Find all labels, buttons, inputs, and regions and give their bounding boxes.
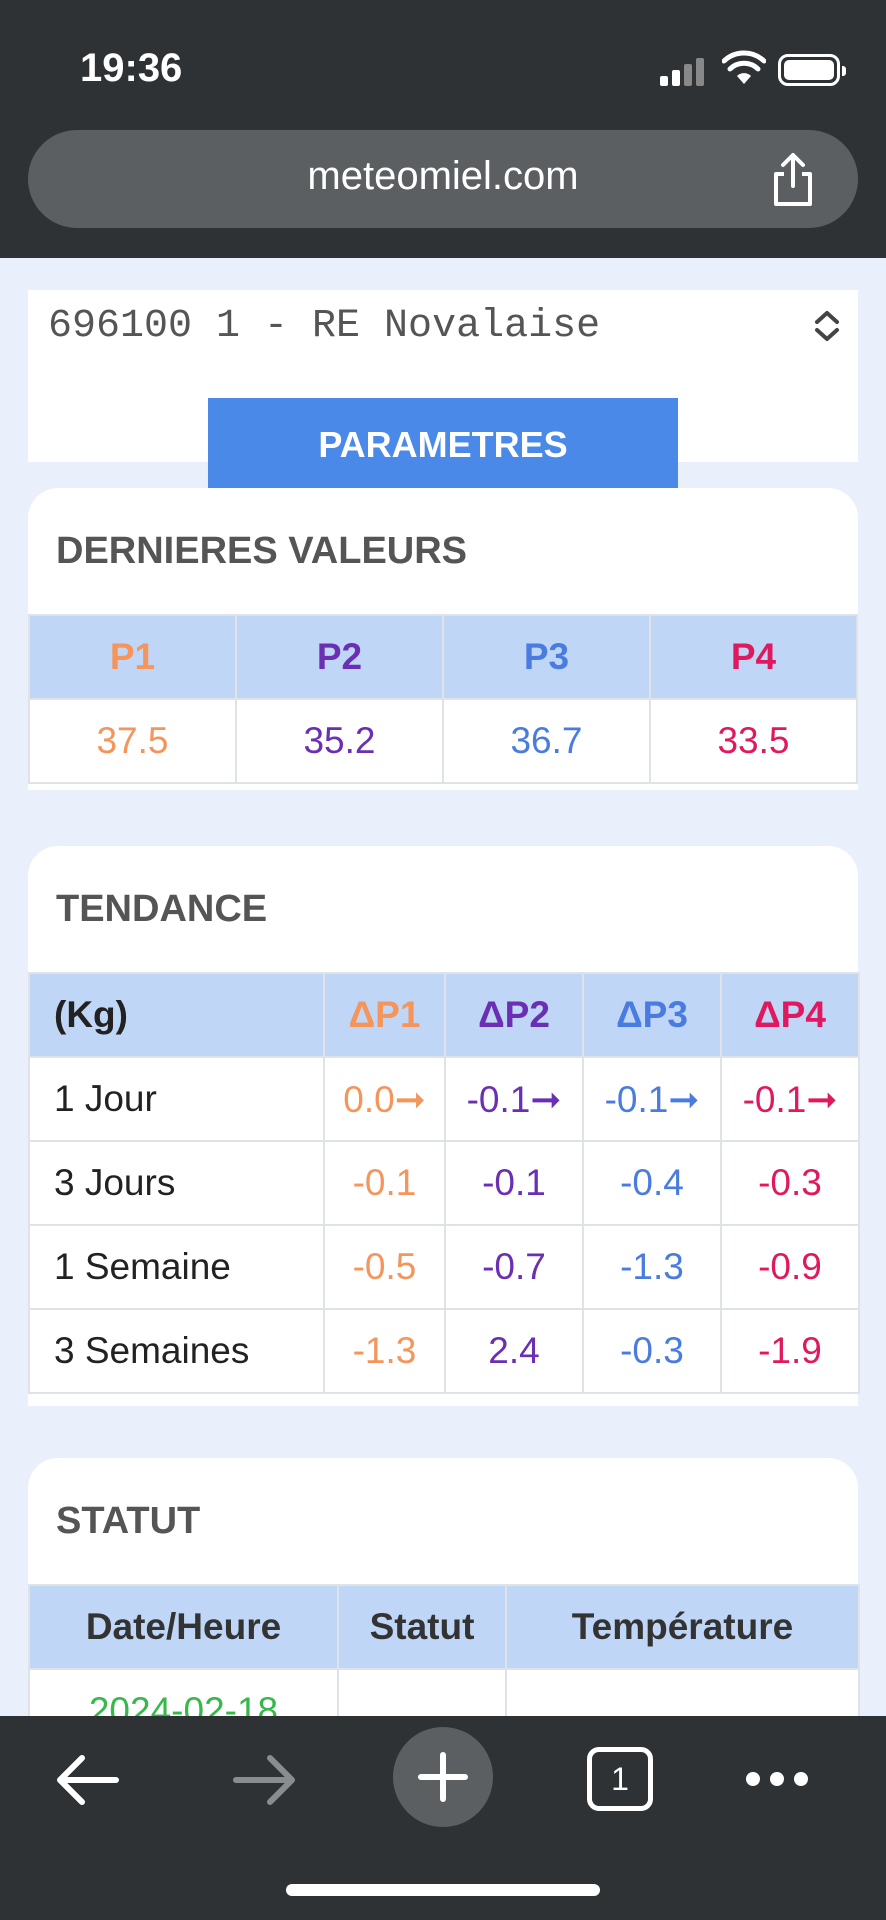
header-delta-p2: ΔP2 xyxy=(444,972,584,1058)
arrow-right-icon[interactable] xyxy=(230,1752,300,1808)
browser-top-bar: 19:36 meteomiel.com xyxy=(0,0,886,258)
battery-icon xyxy=(778,54,846,86)
status-time: 19:36 xyxy=(80,46,183,90)
delta-p2: 2.4 xyxy=(444,1308,584,1394)
new-tab-button[interactable] xyxy=(393,1727,493,1827)
header-p1: P1 xyxy=(28,614,237,700)
header-statut: Statut xyxy=(337,1584,507,1670)
delta-p3: -0.3 xyxy=(582,1308,722,1394)
row-date: 2024-02-18 xyxy=(28,1668,339,1716)
row-label: 3 Semaines xyxy=(28,1308,325,1394)
header-p2: P2 xyxy=(235,614,444,700)
wifi-icon xyxy=(722,50,766,84)
delta-p1: 0.0➞ xyxy=(323,1056,446,1142)
tabs-button[interactable]: 1 xyxy=(587,1747,653,1811)
table-row: 1 Jour 0.0➞ -0.1➞ -0.1➞ -0.1➞ xyxy=(28,1056,860,1142)
statut-title: STATUT xyxy=(56,1500,201,1542)
row-label: 3 Jours xyxy=(28,1140,325,1226)
row-label: 1 Jour xyxy=(28,1056,325,1142)
delta-p3: -1.3 xyxy=(582,1224,722,1310)
ellipsis-icon[interactable] xyxy=(744,1768,810,1790)
apiary-select-card: 696100 1 - RE Novalaise PARAMETRES xyxy=(28,290,858,492)
browser-bottom-toolbar: 1 xyxy=(0,1716,886,1920)
tendance-card: TENDANCE (Kg) ΔP1 ΔP2 ΔP3 ΔP4 1 Jour 0.0… xyxy=(28,846,860,1406)
row-temperature xyxy=(505,1668,860,1716)
delta-p4: -1.9 xyxy=(720,1308,860,1394)
row-statut xyxy=(337,1668,507,1716)
unit-header: (Kg) xyxy=(28,972,325,1058)
header-p4: P4 xyxy=(649,614,858,700)
url-text[interactable]: meteomiel.com xyxy=(307,154,579,198)
tendance-title: TENDANCE xyxy=(56,888,268,930)
web-page: 696100 1 - RE Novalaise PARAMETRES DERNI… xyxy=(0,258,886,1716)
dernieres-valeurs-card: DERNIERES VALEURS P1 P2 P3 P4 37.5 35.2 … xyxy=(28,488,858,790)
delta-p1: -0.1 xyxy=(323,1140,446,1226)
statut-table: Date/Heure Statut Température 2024-02-18 xyxy=(28,1584,860,1716)
header-date-heure: Date/Heure xyxy=(28,1584,339,1670)
header-p3: P3 xyxy=(442,614,651,700)
value-p4: 33.5 xyxy=(649,698,858,784)
delta-p2: -0.1➞ xyxy=(444,1056,584,1142)
header-temperature: Température xyxy=(505,1584,860,1670)
delta-p4: -0.1➞ xyxy=(720,1056,860,1142)
share-icon[interactable] xyxy=(768,152,818,208)
table-row: 3 Semaines -1.3 2.4 -0.3 -1.9 xyxy=(28,1308,860,1394)
delta-p3: -0.1➞ xyxy=(582,1056,722,1142)
plus-icon xyxy=(418,1752,468,1802)
address-bar[interactable]: meteomiel.com xyxy=(28,130,858,228)
value-p2: 35.2 xyxy=(235,698,444,784)
home-indicator xyxy=(286,1884,600,1896)
dernieres-valeurs-title: DERNIERES VALEURS xyxy=(56,530,468,572)
header-delta-p4: ΔP4 xyxy=(720,972,860,1058)
delta-p2: -0.7 xyxy=(444,1224,584,1310)
delta-p1: -1.3 xyxy=(323,1308,446,1394)
tendance-table: (Kg) ΔP1 ΔP2 ΔP3 ΔP4 1 Jour 0.0➞ -0.1➞ -… xyxy=(28,972,860,1394)
arrow-left-icon[interactable] xyxy=(52,1752,122,1808)
parametres-button[interactable]: PARAMETRES xyxy=(208,398,678,492)
header-delta-p1: ΔP1 xyxy=(323,972,446,1058)
delta-p1: -0.5 xyxy=(323,1224,446,1310)
cellular-signal-icon xyxy=(660,56,706,86)
value-p3: 36.7 xyxy=(442,698,651,784)
table-row: 3 Jours -0.1 -0.1 -0.4 -0.3 xyxy=(28,1140,860,1226)
row-label: 1 Semaine xyxy=(28,1224,325,1310)
statut-card: STATUT Date/Heure Statut Température 202… xyxy=(28,1458,860,1716)
delta-p4: -0.9 xyxy=(720,1224,860,1310)
table-row: 2024-02-18 xyxy=(28,1668,860,1716)
delta-p3: -0.4 xyxy=(582,1140,722,1226)
apiary-select[interactable]: 696100 1 - RE Novalaise xyxy=(48,304,601,346)
delta-p2: -0.1 xyxy=(444,1140,584,1226)
delta-p4: -0.3 xyxy=(720,1140,860,1226)
dernieres-valeurs-table: P1 P2 P3 P4 37.5 35.2 36.7 33.5 xyxy=(28,614,858,784)
header-delta-p3: ΔP3 xyxy=(582,972,722,1058)
table-row: 1 Semaine -0.5 -0.7 -1.3 -0.9 xyxy=(28,1224,860,1310)
value-p1: 37.5 xyxy=(28,698,237,784)
select-chevron-icon[interactable] xyxy=(812,308,842,344)
